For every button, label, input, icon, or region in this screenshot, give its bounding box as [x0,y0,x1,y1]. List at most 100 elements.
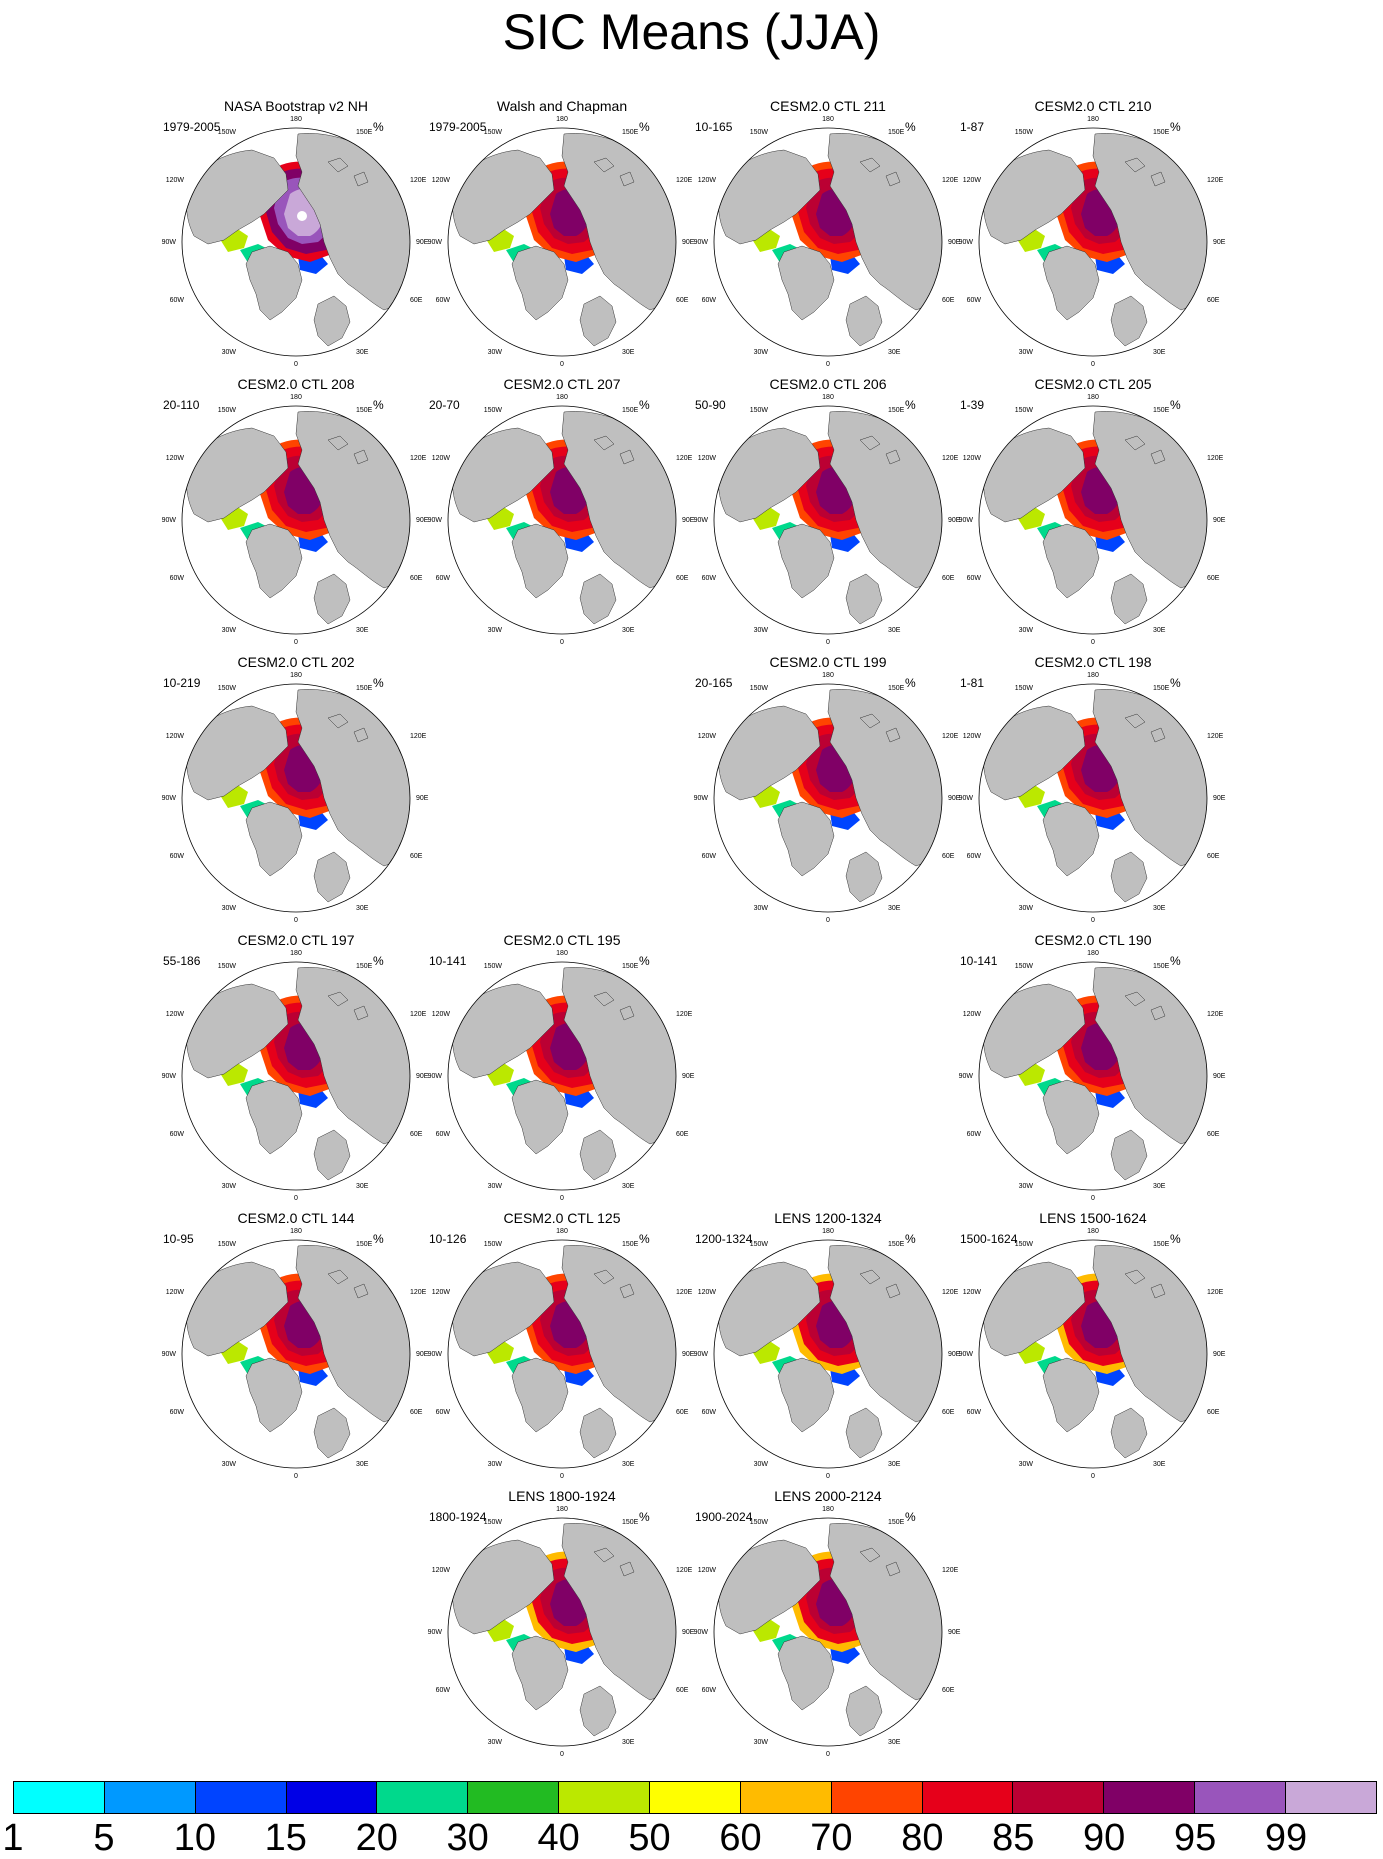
land-mass [245,801,303,877]
map-boundary [447,127,677,357]
longitude-label: 90E [1213,795,1226,802]
longitude-label: 150E [356,963,373,970]
longitude-label: 90W [694,239,709,246]
land-mass [1042,801,1100,877]
land-mass [777,1635,835,1711]
land-mass [1110,573,1148,625]
map-boundary [447,1517,677,1747]
map-boundary [978,961,1208,1191]
longitude-label: 90E [1213,239,1226,246]
panel-title: LENS 1800-1924 [508,1488,616,1504]
longitude-label: 30W [488,1739,503,1746]
longitude-label: 120E [676,177,693,184]
land-mass [1124,713,1146,729]
longitude-label: 120E [942,733,959,740]
panel-title: LENS 1500-1624 [1039,1210,1147,1226]
colorbar-swatch [559,1781,651,1814]
longitude-label: 60E [942,297,955,304]
panel-title: CESM2.0 CTL 208 [237,376,355,392]
longitude-label: 120E [676,1011,693,1018]
land-mass [1150,727,1166,743]
longitude-label: 90E [1213,1073,1226,1080]
land-mass [619,1561,635,1577]
colorbar-swatch [468,1781,560,1814]
polar-map: 180 150W 150E 120W 120E 90W 90E 60W 60E 30W 30E 0 [694,1228,961,1480]
land-mass [579,1129,617,1181]
panel-years: 1-87 [960,120,985,134]
longitude-label: 30E [356,627,369,634]
longitude-label: 150W [484,1241,503,1248]
colorbar-swatch [1013,1781,1105,1814]
longitude-label: 150W [1015,407,1034,414]
longitude-label: 0 [294,639,298,646]
colorbar-labels: 1 5 10 15 20 30 40 50 60 70 80 85 90 95 99 [0,1818,1383,1858]
longitude-label: 150W [218,1241,237,1248]
panel-unit: % [1170,120,1181,134]
longitude-label: 60W [702,297,717,304]
colorbar-swatch [1104,1781,1196,1814]
longitude-label: 0 [1091,1195,1095,1202]
land-mass [1150,449,1166,465]
land-mass [579,1685,617,1737]
longitude-label: 180 [290,394,302,401]
colorbar-swatch [1195,1781,1287,1814]
colorbar-swatch [650,1781,741,1814]
polar-map: 180 150W 150E 120W 120E 90W 90E 60W 60E 30W 30E 0 [959,672,1226,924]
longitude-label: 150E [888,407,905,414]
longitude-label: 120W [698,177,717,184]
map-panel: CESM2.0 CTL 198 1-81% 180 150W 150E 120W 120E 9… [959,654,1226,924]
longitude-label: 60E [942,853,955,860]
longitude-label: 90E [948,517,961,524]
colorbar-label: 5 [93,1817,115,1859]
panel-unit: % [639,1510,650,1524]
longitude-label: 30E [888,349,901,356]
longitude-label: 150E [622,129,639,136]
longitude-label: 150E [356,407,373,414]
panel-years: 10-141 [429,954,467,968]
longitude-label: 30E [622,1461,635,1468]
colorbar-swatch [286,1781,378,1814]
longitude-label: 150W [1015,963,1034,970]
longitude-label: 30W [488,1461,503,1468]
polar-map: 180 150W 150E 120W 120E 90W 90E 60W 60E 30W 30E 0 [959,950,1226,1202]
land-mass [1042,1079,1100,1155]
longitude-label: 180 [1087,672,1099,679]
longitude-label: 60W [436,1131,451,1138]
longitude-label: 150E [356,685,373,692]
longitude-label: 30W [222,1461,237,1468]
colorbar-label: 40 [537,1817,580,1859]
colorbar-label: 50 [628,1817,671,1859]
land-mass [511,1357,569,1433]
land-mass [845,1685,883,1737]
longitude-label: 0 [560,1195,564,1202]
longitude-label: 30W [222,627,237,634]
longitude-label: 150E [1153,963,1170,970]
land-mass [777,801,835,877]
longitude-label: 60W [170,1409,185,1416]
polar-map: 180 150W 150E 120W 120E 90W 90E 60W 60E 30W 30E 0 [694,1506,961,1758]
polar-map: 180 150W 150E 120W 120E 90W 90E 60W 60E 30W 30E 0 [428,1506,695,1758]
polar-map: 180 150W 150E 120W 120E 90W 90E 60W 60E 30W 30E 0 [162,116,429,368]
longitude-label: 120E [942,1289,959,1296]
longitude-label: 90W [428,517,443,524]
polar-map: 180 150W 150E 120W 120E 90W 90E 60W 60E 30W 30E 0 [428,394,695,646]
longitude-label: 180 [1087,394,1099,401]
map-boundary [181,127,411,357]
map-boundary [978,405,1208,635]
land-mass [579,573,617,625]
longitude-label: 60W [170,575,185,582]
panel-unit: % [905,398,916,412]
longitude-label: 30W [754,905,769,912]
longitude-label: 180 [556,394,568,401]
map-panel: Walsh and Chapman 1979-2005% 180 150W 150E 12… [428,98,695,368]
longitude-label: 120E [1207,1011,1224,1018]
longitude-label: 30E [622,627,635,634]
longitude-label: 150W [484,129,503,136]
polar-map: 180 150W 150E 120W 120E 90W 90E 60W 60E 30W 30E 0 [694,394,961,646]
longitude-label: 90W [162,1351,177,1358]
longitude-label: 120W [698,1567,717,1574]
longitude-label: 60E [942,1409,955,1416]
colorbar-label: 99 [1264,1817,1308,1859]
panel-years: 10-95 [163,1232,194,1246]
panel-unit: % [373,120,384,134]
